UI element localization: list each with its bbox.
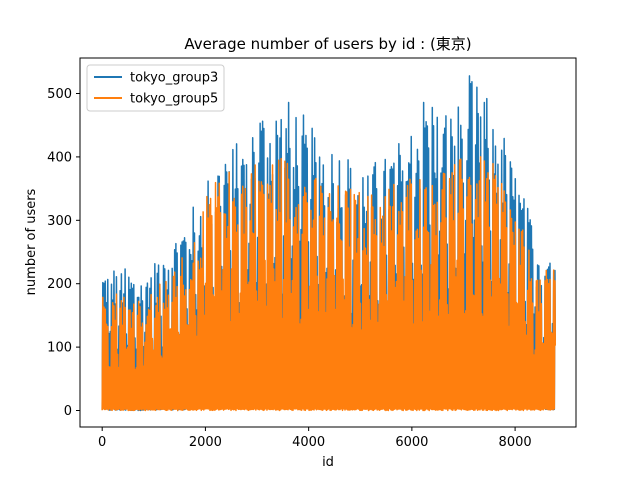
x-tick-label: 8000 xyxy=(499,435,532,450)
y-tick-label: 500 xyxy=(47,87,72,102)
plot-area xyxy=(79,57,577,428)
x-tick-label: 2000 xyxy=(189,435,222,450)
x-tick-label: 4000 xyxy=(292,435,325,450)
legend-label-tokyo_group5: tokyo_group5 xyxy=(130,92,218,107)
y-tick-label: 100 xyxy=(47,341,72,356)
y-axis: 0 100 200 300 400 500 xyxy=(47,87,80,419)
x-axis: 0 2000 4000 6000 8000 xyxy=(98,427,532,450)
x-tick-label: 6000 xyxy=(395,435,428,450)
legend-label-tokyo_group3: tokyo_group3 xyxy=(130,71,218,86)
chart-title: Average number of users by id : (東京) xyxy=(184,35,471,53)
x-tick-label: 0 xyxy=(98,435,106,450)
series-line-tokyo_group5 xyxy=(101,156,556,412)
y-axis-label: number of users xyxy=(24,188,39,295)
y-tick-label: 200 xyxy=(47,277,72,292)
y-tick-label: 0 xyxy=(64,404,72,419)
x-axis-label: id xyxy=(322,455,334,470)
legend: tokyo_group3 tokyo_group5 xyxy=(86,64,225,112)
y-tick-label: 400 xyxy=(47,150,72,165)
y-tick-label: 300 xyxy=(47,214,72,229)
plot-frame xyxy=(79,57,577,428)
